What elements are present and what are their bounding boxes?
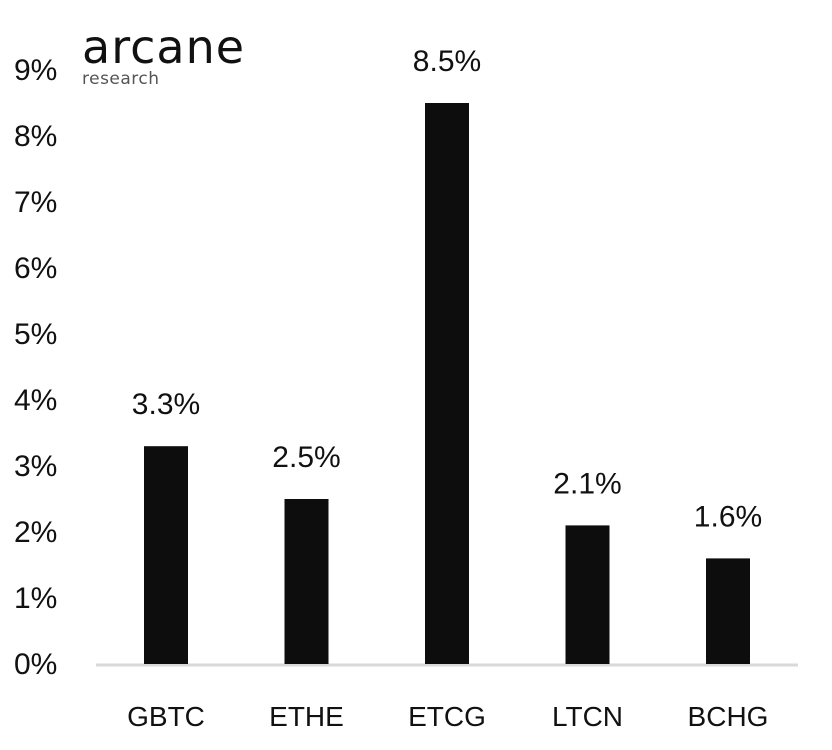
y-tick-label: 7% bbox=[14, 186, 57, 219]
bar bbox=[144, 446, 188, 664]
data-label: 1.6% bbox=[694, 500, 762, 533]
data-label: 3.3% bbox=[132, 388, 200, 421]
logo-name: arcane bbox=[82, 20, 245, 74]
logo: arcane research bbox=[82, 20, 245, 89]
data-label: 2.5% bbox=[272, 441, 340, 474]
category-label: ETCG bbox=[408, 701, 486, 732]
logo-sub: research bbox=[82, 69, 160, 89]
bar bbox=[565, 525, 610, 664]
bar bbox=[706, 558, 750, 664]
category-label: LTCN bbox=[552, 701, 623, 732]
y-tick-label: 8% bbox=[14, 120, 57, 153]
y-tick-label: 2% bbox=[14, 516, 57, 549]
category-label: ETHE bbox=[269, 701, 344, 732]
y-tick-label: 1% bbox=[14, 582, 57, 615]
y-tick-label: 3% bbox=[14, 450, 57, 483]
y-tick-label: 5% bbox=[14, 318, 57, 351]
y-axis-ticks: 0% 1% 2% 3% 4% 5% 6% 7% 8% 9% bbox=[14, 54, 57, 681]
category-label: GBTC bbox=[127, 701, 205, 732]
data-label: 2.1% bbox=[553, 467, 621, 500]
category-labels: GBTC ETHE ETCG LTCN BCHG bbox=[127, 701, 768, 732]
category-label: BCHG bbox=[688, 701, 769, 732]
data-label: 8.5% bbox=[413, 45, 481, 78]
y-tick-label: 6% bbox=[14, 252, 57, 285]
y-tick-label: 9% bbox=[14, 54, 57, 87]
bar bbox=[425, 103, 469, 664]
bar bbox=[284, 499, 329, 664]
y-tick-label: 0% bbox=[14, 648, 57, 681]
data-labels: 3.3% 2.5% 8.5% 2.1% 1.6% bbox=[132, 45, 762, 533]
y-tick-label: 4% bbox=[14, 384, 57, 417]
bars bbox=[144, 103, 750, 664]
